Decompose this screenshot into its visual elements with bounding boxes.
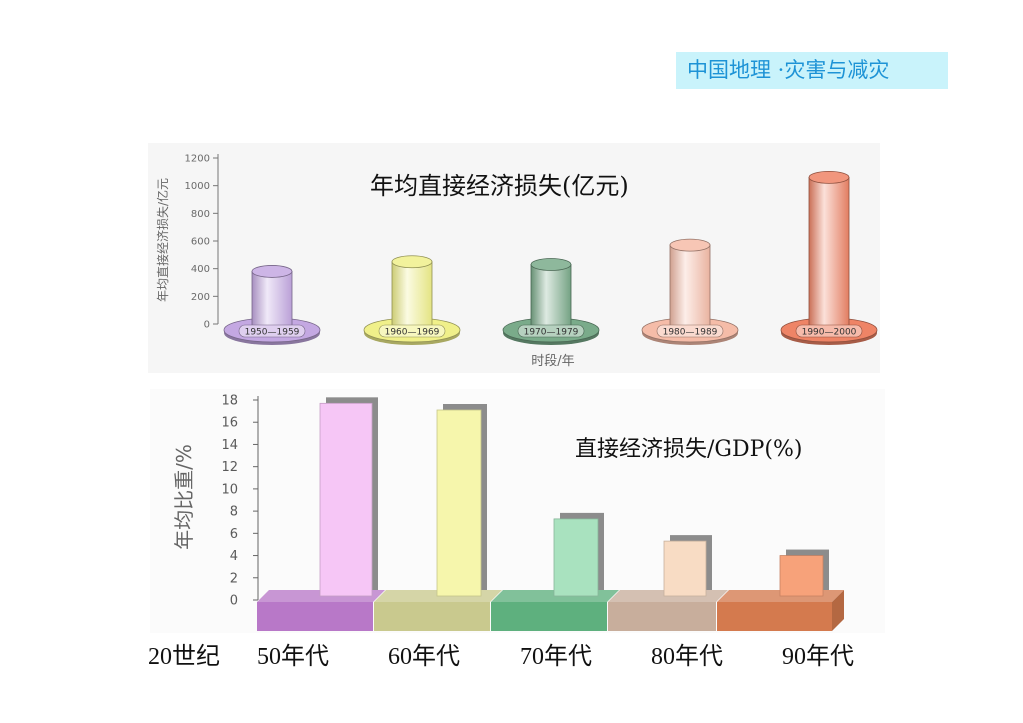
chart-2-title: 直接经济损失/GDP(%)	[575, 437, 803, 462]
chart-2-y-tick-label: 2	[230, 571, 238, 586]
chart-1-y-tick-label: 600	[191, 237, 210, 248]
cylinder-bar: 1950—1959	[223, 265, 321, 345]
bar	[436, 404, 487, 597]
chart-2-y-tick-label: 4	[230, 549, 238, 564]
bar	[779, 549, 829, 597]
category-label-box	[795, 324, 863, 338]
x-category-label: 1970—1979	[524, 327, 579, 337]
x-category-label: 1950—1959	[245, 327, 300, 337]
base-slab-front	[608, 602, 716, 631]
base-slab-front	[257, 602, 373, 631]
x-category-label: 70年代	[520, 643, 592, 670]
chart-2-y-tick-label: 16	[221, 416, 238, 431]
x-category-label: 1980—1989	[663, 327, 718, 337]
cylinder-top	[808, 170, 850, 184]
base-slab-segment	[717, 590, 844, 631]
chart-1-y-tick-label: 800	[191, 209, 210, 220]
chart-2-marks: 0 2 4 6 8 10 12 14 16 18 50年代 60年代 70年代 80年代 90年代	[221, 394, 854, 671]
bar-front	[663, 540, 707, 597]
bar-front	[319, 402, 373, 597]
header-title: 中国地理 ·灾害与减灾	[687, 58, 890, 82]
cylinder-bar: 1970—1979	[502, 258, 600, 345]
cylinder-body	[391, 261, 433, 332]
chart-1-y-axis-label: 年均直接经济损失/亿元	[155, 178, 170, 302]
chart-2-y-tick-label: 14	[221, 438, 238, 453]
cylinder-body	[530, 264, 572, 332]
chart-2-category-prefix: 20世纪	[148, 643, 220, 670]
category-label-box	[517, 324, 585, 338]
base-slab-side	[832, 590, 844, 631]
bar	[663, 535, 712, 597]
chart-1-y-tick-label: 1000	[185, 181, 210, 192]
x-category-label: 60年代	[388, 643, 460, 670]
category-label-box	[378, 324, 446, 338]
chart-1-marks: 0 200 400 600 800 1000 1200 1950—1959 1960—1969 1…	[185, 154, 878, 345]
x-category-label: 1990—2000	[802, 327, 857, 337]
chart-1-y-tick-label: 1200	[185, 154, 210, 165]
cylinder-body	[669, 244, 711, 332]
chart-annual-loss: 年均直接经济损失(亿元) 年均直接经济损失/亿元 时段/年 0 200 400 600…	[148, 143, 880, 373]
slide-header: 中国地理 ·灾害与减灾	[676, 52, 948, 89]
cylinder-top	[530, 258, 572, 271]
cylinder-body	[251, 271, 293, 332]
chart-1-x-axis-label: 时段/年	[531, 354, 574, 369]
chart-1-y-tick-label: 400	[191, 264, 210, 275]
cylinder-bar: 1990—2000	[780, 170, 878, 345]
cylinder-body	[808, 176, 850, 332]
cylinder-top	[251, 265, 293, 278]
chart-1-y-tick-label: 0	[204, 320, 210, 331]
cylinder-top	[669, 238, 711, 252]
category-label-box	[238, 324, 306, 338]
chart-2-y-tick-label: 18	[221, 394, 238, 409]
chart-2-y-tick-label: 12	[221, 460, 238, 475]
bar	[319, 397, 378, 597]
base-slab-front	[491, 602, 607, 631]
category-label-box	[656, 324, 724, 338]
bar-front	[436, 409, 482, 597]
chart-loss-gdp-ratio: 直接经济损失/GDP(%) 年均比重/% 0 2 4 6 8 10 12 14 16 18 50年代…	[148, 389, 885, 670]
bar	[553, 512, 604, 597]
chart-2-y-axis-label: 年均比重/%	[172, 444, 196, 550]
base-slab-front	[717, 602, 832, 631]
cylinder-bar: 1980—1989	[641, 238, 739, 345]
cylinder-bar: 1960—1969	[363, 255, 461, 345]
x-category-label: 50年代	[257, 643, 329, 670]
cylinder-top	[391, 255, 433, 269]
x-category-label: 1960—1969	[385, 327, 440, 337]
base-slab-front	[374, 602, 490, 631]
chart-2-y-tick-label: 6	[230, 527, 238, 542]
chart-2-y-tick-label: 10	[221, 482, 238, 497]
bar-front	[779, 555, 824, 597]
bar-front	[553, 518, 599, 597]
chart-2-y-tick-label: 0	[230, 594, 238, 609]
x-category-label: 80年代	[651, 643, 723, 670]
chart-2-y-tick-label: 8	[230, 505, 238, 520]
x-category-label: 90年代	[782, 643, 854, 670]
chart-1-title: 年均直接经济损失(亿元)	[370, 172, 629, 200]
chart-1-y-tick-label: 200	[191, 292, 210, 303]
